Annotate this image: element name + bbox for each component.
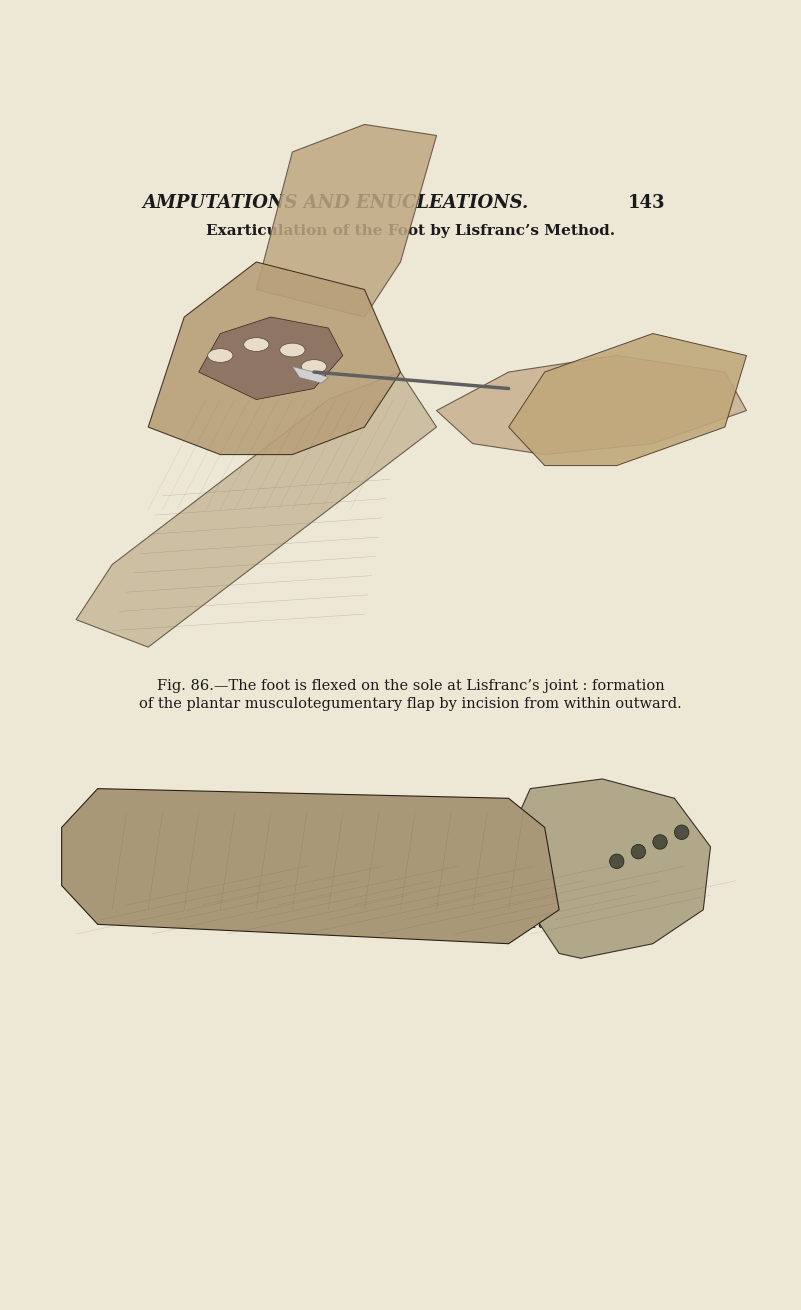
Ellipse shape	[207, 348, 233, 363]
Line: 2 pts: 2 pts	[314, 372, 509, 389]
Point	[504, 381, 513, 397]
Polygon shape	[509, 334, 747, 465]
Polygon shape	[62, 789, 559, 943]
Text: AMPUTATIONS AND ENUCLEATIONS.: AMPUTATIONS AND ENUCLEATIONS.	[143, 194, 529, 212]
Polygon shape	[437, 355, 747, 455]
Ellipse shape	[280, 343, 305, 356]
Ellipse shape	[610, 854, 624, 869]
Text: Fig. 86.—The foot is flexed on the sole at Lisfranc’s joint : formation: Fig. 86.—The foot is flexed on the sole …	[157, 679, 664, 693]
Ellipse shape	[301, 360, 327, 373]
Text: of the plantar musculotegumentary flap by incision from within outward.: of the plantar musculotegumentary flap b…	[139, 697, 682, 711]
Ellipse shape	[674, 825, 689, 840]
Polygon shape	[76, 372, 437, 647]
Ellipse shape	[244, 338, 269, 351]
Text: Exarticulation of the Foot by Lisfranc’s Method.: Exarticulation of the Foot by Lisfranc’s…	[206, 224, 615, 238]
Polygon shape	[509, 779, 710, 959]
Point	[309, 364, 319, 380]
Ellipse shape	[653, 834, 667, 849]
Ellipse shape	[631, 845, 646, 859]
Text: Fig. 87.—Stump left by Lisfranc’s operation.: Fig. 87.—Stump left by Lisfranc’s operat…	[239, 917, 582, 931]
Polygon shape	[148, 262, 400, 455]
Text: 143: 143	[628, 194, 665, 212]
Polygon shape	[256, 124, 437, 317]
Polygon shape	[199, 317, 343, 400]
Polygon shape	[292, 367, 328, 383]
